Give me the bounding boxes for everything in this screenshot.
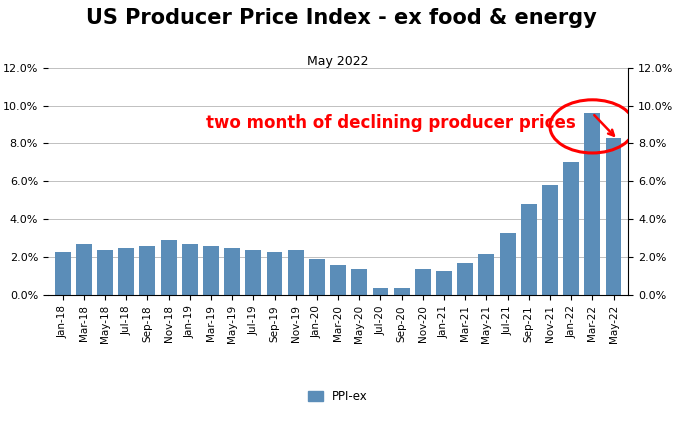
Bar xyxy=(542,185,558,295)
Title: May 2022: May 2022 xyxy=(307,54,369,68)
Bar xyxy=(76,244,92,295)
Bar xyxy=(479,254,494,295)
Bar xyxy=(309,259,325,295)
Bar xyxy=(351,269,367,295)
Bar xyxy=(521,204,537,295)
Text: US Producer Price Index - ex food & energy: US Producer Price Index - ex food & ener… xyxy=(86,8,597,28)
Bar xyxy=(606,138,622,295)
Bar xyxy=(203,246,219,295)
Bar xyxy=(182,244,197,295)
Legend: PPI-ex: PPI-ex xyxy=(304,386,372,408)
Text: two month of declining producer prices: two month of declining producer prices xyxy=(206,114,576,132)
Bar xyxy=(245,250,262,295)
Bar xyxy=(372,288,389,295)
Bar xyxy=(393,288,410,295)
Bar xyxy=(224,248,240,295)
Bar xyxy=(97,250,113,295)
Bar xyxy=(266,252,283,295)
Bar xyxy=(161,241,176,295)
Bar xyxy=(55,252,70,295)
Bar xyxy=(500,233,516,295)
Bar xyxy=(436,271,452,295)
Bar xyxy=(118,248,134,295)
Bar xyxy=(330,265,346,295)
Bar xyxy=(415,269,431,295)
Bar xyxy=(288,250,304,295)
Bar xyxy=(457,263,473,295)
Bar xyxy=(139,246,155,295)
Bar xyxy=(585,113,600,295)
Bar xyxy=(563,162,579,295)
